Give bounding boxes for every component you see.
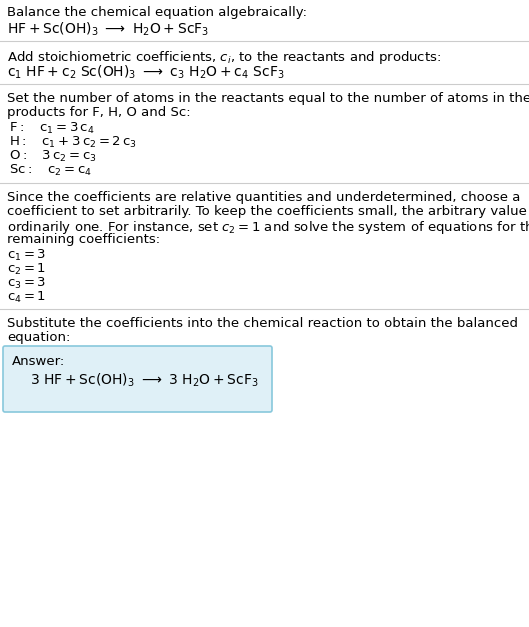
- Text: products for F, H, O and Sc:: products for F, H, O and Sc:: [7, 106, 190, 119]
- Text: Since the coefficients are relative quantities and underdetermined, choose a: Since the coefficients are relative quan…: [7, 191, 521, 204]
- Text: Add stoichiometric coefficients, $c_i$, to the reactants and products:: Add stoichiometric coefficients, $c_i$, …: [7, 49, 441, 66]
- Text: equation:: equation:: [7, 331, 70, 344]
- Text: remaining coefficients:: remaining coefficients:: [7, 233, 160, 246]
- Text: Answer:: Answer:: [12, 355, 65, 368]
- Text: $\mathrm{3\ HF + Sc(OH)_3 \ \longrightarrow \ 3\ H_2O + ScF_3}$: $\mathrm{3\ HF + Sc(OH)_3 \ \longrightar…: [30, 372, 259, 389]
- Text: Balance the chemical equation algebraically:: Balance the chemical equation algebraica…: [7, 6, 307, 19]
- FancyBboxPatch shape: [3, 346, 272, 412]
- Text: $\mathrm{HF + Sc(OH)_3 \ \longrightarrow \ H_2O + ScF_3}$: $\mathrm{HF + Sc(OH)_3 \ \longrightarrow…: [7, 21, 209, 38]
- Text: ordinarily one. For instance, set $c_2 = 1$ and solve the system of equations fo: ordinarily one. For instance, set $c_2 =…: [7, 219, 529, 236]
- Text: $\mathrm{c_1\ HF + c_2\ Sc(OH)_3 \ \longrightarrow \ c_3\ H_2O + c_4\ ScF_3}$: $\mathrm{c_1\ HF + c_2\ Sc(OH)_3 \ \long…: [7, 64, 285, 82]
- Text: $\mathrm{H:\quad c_1 + 3\,c_2 = 2\,c_3}$: $\mathrm{H:\quad c_1 + 3\,c_2 = 2\,c_3}$: [9, 135, 137, 150]
- Text: $\mathrm{O:\quad 3\,c_2 = c_3}$: $\mathrm{O:\quad 3\,c_2 = c_3}$: [9, 149, 97, 164]
- Text: $\mathrm{c_4 = 1}$: $\mathrm{c_4 = 1}$: [7, 290, 46, 305]
- Text: $\mathrm{c_1 = 3}$: $\mathrm{c_1 = 3}$: [7, 248, 47, 263]
- Text: $\mathrm{c_3 = 3}$: $\mathrm{c_3 = 3}$: [7, 276, 47, 291]
- Text: coefficient to set arbitrarily. To keep the coefficients small, the arbitrary va: coefficient to set arbitrarily. To keep …: [7, 205, 529, 218]
- Text: Substitute the coefficients into the chemical reaction to obtain the balanced: Substitute the coefficients into the che…: [7, 317, 518, 330]
- Text: $\mathrm{F:\quad c_1 = 3\,c_4}$: $\mathrm{F:\quad c_1 = 3\,c_4}$: [9, 121, 94, 136]
- Text: Set the number of atoms in the reactants equal to the number of atoms in the: Set the number of atoms in the reactants…: [7, 92, 529, 105]
- Text: $\mathrm{Sc:\quad c_2 = c_4}$: $\mathrm{Sc:\quad c_2 = c_4}$: [9, 163, 92, 178]
- Text: $\mathrm{c_2 = 1}$: $\mathrm{c_2 = 1}$: [7, 262, 46, 277]
